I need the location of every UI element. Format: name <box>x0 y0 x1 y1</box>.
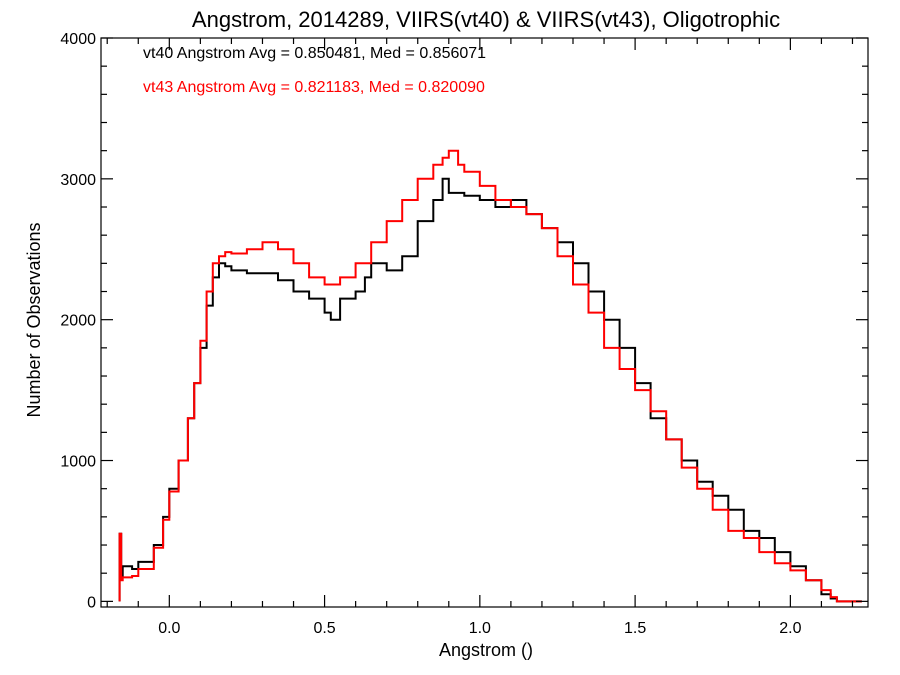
x-tick-label: 1.0 <box>469 620 491 637</box>
y-tick-label: 0 <box>87 594 96 611</box>
annotation-vt40-stats: vt40 Angstrom Avg = 0.850481, Med = 0.85… <box>143 45 486 62</box>
y-tick-label: 2000 <box>60 313 96 330</box>
x-axis-label: Angstrom () <box>439 640 533 660</box>
series-layer <box>118 149 862 603</box>
y-tick-label: 3000 <box>60 172 96 189</box>
chart-title: Angstrom, 2014289, VIIRS(vt40) & VIIRS(v… <box>192 7 780 32</box>
y-axis-label: Number of Observations <box>24 222 44 417</box>
x-tick-label: 0.0 <box>158 620 180 637</box>
x-tick-label: 0.5 <box>313 620 335 637</box>
x-tick-label: 2.0 <box>779 620 801 637</box>
plot-frame <box>100 37 869 608</box>
annotation-vt43-stats: vt43 Angstrom Avg = 0.821183, Med = 0.82… <box>143 79 485 96</box>
ticks-layer: 0.0 0.5 1.0 1.5 2.0 0 1000 2000 3000 4000 <box>60 31 868 637</box>
y-tick-label: 1000 <box>60 454 96 471</box>
x-tick-label: 1.5 <box>624 620 646 637</box>
series-vt43-line <box>118 149 862 603</box>
y-tick-label: 4000 <box>60 31 96 48</box>
